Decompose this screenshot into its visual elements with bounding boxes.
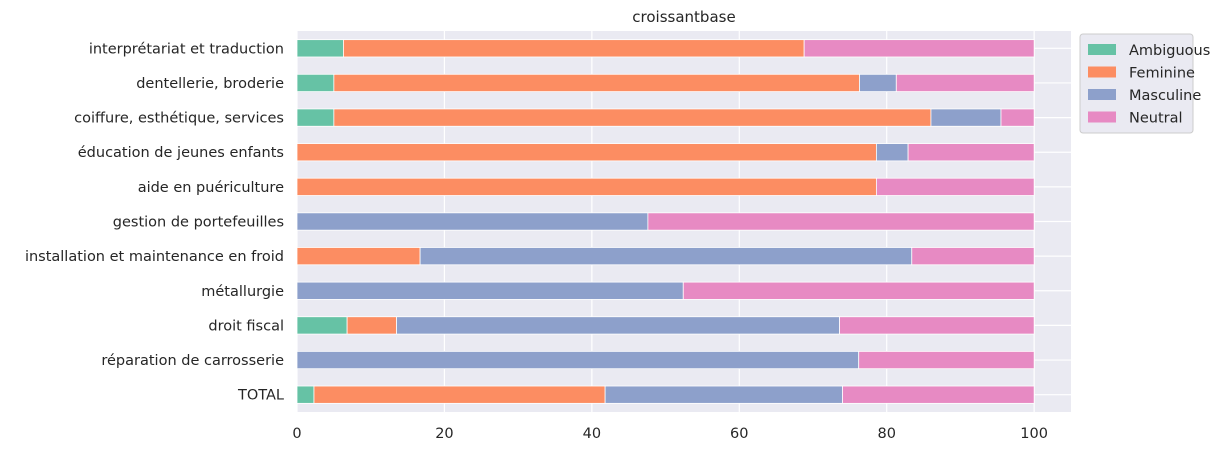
bar-feminine-aide-en-puericulture: [296, 177, 877, 196]
category-label: dentellerie, broderie: [136, 76, 284, 92]
category-label: TOTAL: [237, 388, 284, 404]
x-tick-label: 0: [292, 426, 301, 442]
legend-swatch-neutral: [1088, 111, 1116, 123]
legend-swatch-masculine: [1088, 89, 1116, 100]
bar-neutral-reparation-de-carrosserie: [858, 350, 1035, 370]
bar-neutral-droit-fiscal: [839, 316, 1035, 335]
legend-label-ambiguous: Ambiguous: [1129, 43, 1210, 59]
bar-neutral-dentellerie-broderie: [895, 73, 1035, 93]
category-label: droit fiscal: [208, 318, 284, 334]
bar-feminine-interpretariat-et-traduction: [343, 39, 805, 58]
x-tick-label: 100: [1020, 426, 1048, 442]
bar-ambiguous-coiffure-esthetique-services: [296, 108, 335, 127]
bar-masculine-dentellerie-broderie: [859, 73, 897, 93]
category-label: métallurgie: [201, 284, 284, 300]
bars: [296, 39, 1035, 404]
bar-masculine-coiffure-esthetique-services: [930, 108, 1002, 127]
bar-ambiguous-total: [296, 385, 315, 404]
bar-neutral-installation-et-maintenance-en-froid: [911, 247, 1035, 266]
bar-ambiguous-interpretariat-et-traduction: [296, 39, 344, 58]
category-labels: interprétariat et traduction dentellerie,…: [25, 41, 284, 403]
bar-neutral-interpretariat-et-traduction: [803, 39, 1035, 58]
x-tick-label: 80: [877, 426, 895, 442]
bar-masculine-droit-fiscal: [396, 316, 840, 335]
bar-masculine-reparation-de-carrosserie: [296, 350, 860, 370]
bar-feminine-dentellerie-broderie: [333, 73, 860, 93]
legend-label-feminine: Feminine: [1129, 66, 1195, 82]
bar-feminine-droit-fiscal: [346, 316, 397, 335]
category-label: éducation de jeunes enfants: [78, 145, 284, 161]
bar-neutral-total: [842, 385, 1035, 404]
category-label: réparation de carrosserie: [101, 353, 284, 369]
bar-neutral-coiffure-esthetique-services: [1000, 108, 1035, 127]
bar-neutral-education-de-jeunes-enfants: [907, 143, 1035, 162]
legend-swatch-feminine: [1088, 66, 1116, 78]
legend-swatch-ambiguous: [1088, 44, 1116, 55]
legend-label-neutral: Neutral: [1129, 111, 1183, 127]
bar-feminine-education-de-jeunes-enfants: [296, 143, 877, 162]
bar-neutral-gestion-de-portefeuilles: [647, 212, 1035, 231]
legend-label-masculine: Masculine: [1129, 88, 1201, 104]
bar-feminine-coiffure-esthetique-services: [333, 108, 932, 127]
bar-masculine-education-de-jeunes-enfants: [875, 143, 909, 162]
bar-masculine-installation-et-maintenance-en-froid: [419, 247, 913, 266]
category-label: installation et maintenance en froid: [25, 249, 284, 265]
bar-masculine-metallurgie: [296, 281, 684, 300]
category-label: gestion de portefeuilles: [113, 215, 284, 231]
legend-frame: [1079, 33, 1194, 134]
bar-masculine-gestion-de-portefeuilles: [296, 212, 649, 231]
bar-ambiguous-droit-fiscal: [296, 316, 348, 335]
x-tick-labels: 0 20 40 60 80 100: [292, 426, 1048, 442]
x-tick-label: 40: [583, 426, 601, 442]
x-tick-label: 20: [435, 426, 453, 442]
category-label: coiffure, esthétique, services: [74, 111, 284, 127]
legend: Ambiguous Feminine Masculine Neutral: [1079, 33, 1210, 134]
bar-feminine-installation-et-maintenance-en-froid: [296, 247, 421, 266]
bar-neutral-metallurgie: [682, 281, 1035, 300]
bar-ambiguous-dentellerie-broderie: [296, 73, 335, 93]
chart-title: croissantbase: [632, 8, 735, 26]
category-label: interprétariat et traduction: [89, 41, 284, 57]
x-tick-label: 60: [730, 426, 748, 442]
bar-neutral-aide-en-puericulture: [875, 177, 1035, 196]
bar-masculine-total: [604, 385, 843, 404]
bar-feminine-total: [313, 385, 606, 404]
category-label: aide en puériculture: [138, 180, 284, 196]
